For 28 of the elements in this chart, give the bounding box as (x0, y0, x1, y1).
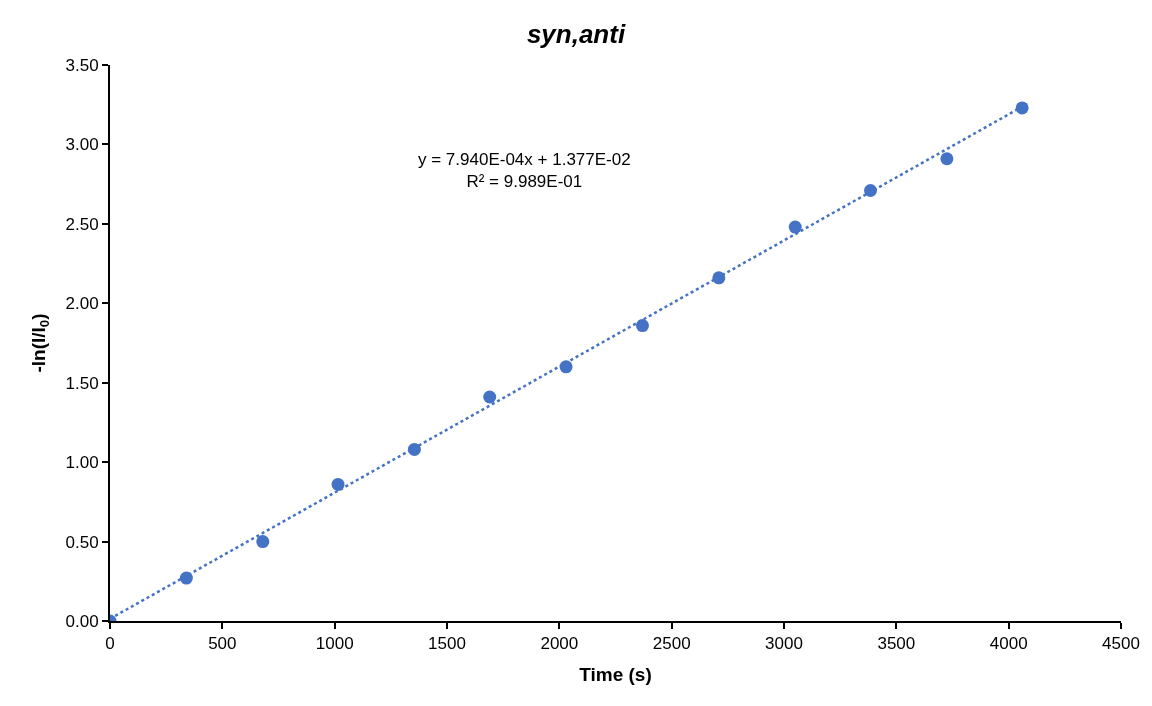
point (788, 220, 802, 234)
point (635, 319, 649, 333)
x-tick-label: 4500 (1102, 634, 1140, 654)
x-tick-label: 0 (105, 634, 115, 654)
y-tick-label: 3.50 (65, 55, 99, 75)
y-tick-label: 0.00 (65, 611, 99, 631)
annotation: y = 7.940E-04x + 1.377E-02 R² = 9.989E-01 (418, 150, 631, 192)
x-tick-label: 2500 (652, 634, 691, 654)
x-tick-label: 2000 (540, 634, 579, 654)
y-tick-label: 3.00 (65, 135, 99, 155)
x-tick-label: 3000 (765, 634, 803, 654)
point (1015, 101, 1029, 115)
x-tick-label: 4000 (989, 634, 1028, 654)
point (483, 390, 497, 404)
chart-title: syn,anti (526, 18, 626, 49)
point (331, 477, 345, 491)
x-tick-label: 1500 (428, 634, 466, 654)
y-tick-label: 0.50 (65, 532, 99, 552)
x-axis-title: Time (s) (579, 663, 652, 685)
point (940, 152, 954, 166)
x-tick-label: 1000 (315, 634, 354, 654)
y-tick-label: 1.00 (65, 453, 99, 473)
y-tick-label: 2.50 (65, 214, 99, 234)
y-tick-label: 1.50 (65, 373, 99, 393)
point (256, 535, 270, 549)
x-tick-label: 3500 (877, 634, 916, 654)
y-tick-label: 2.00 (65, 294, 99, 314)
x-tick-label: 500 (208, 634, 237, 654)
